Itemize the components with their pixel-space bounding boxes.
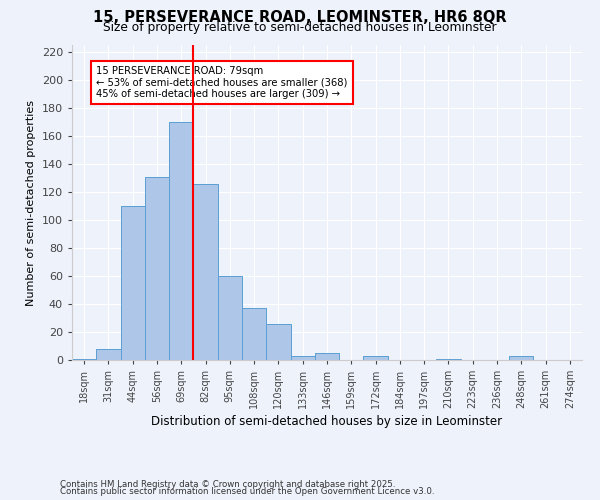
Y-axis label: Number of semi-detached properties: Number of semi-detached properties [26, 100, 36, 306]
Bar [364, 356, 388, 360]
Bar [193, 184, 218, 360]
X-axis label: Distribution of semi-detached houses by size in Leominster: Distribution of semi-detached houses by … [151, 416, 503, 428]
Bar [509, 356, 533, 360]
Bar [315, 353, 339, 360]
Text: Contains public sector information licensed under the Open Government Licence v3: Contains public sector information licen… [60, 487, 434, 496]
Bar [169, 122, 193, 360]
Bar [145, 176, 169, 360]
Bar [242, 308, 266, 360]
Bar [72, 358, 96, 360]
Text: Size of property relative to semi-detached houses in Leominster: Size of property relative to semi-detach… [103, 21, 497, 34]
Bar [218, 276, 242, 360]
Bar [121, 206, 145, 360]
Bar [436, 358, 461, 360]
Bar [266, 324, 290, 360]
Text: 15, PERSEVERANCE ROAD, LEOMINSTER, HR6 8QR: 15, PERSEVERANCE ROAD, LEOMINSTER, HR6 8… [93, 10, 507, 25]
Bar [96, 349, 121, 360]
Bar [290, 356, 315, 360]
Text: 15 PERSEVERANCE ROAD: 79sqm
← 53% of semi-detached houses are smaller (368)
45% : 15 PERSEVERANCE ROAD: 79sqm ← 53% of sem… [96, 66, 347, 99]
Text: Contains HM Land Registry data © Crown copyright and database right 2025.: Contains HM Land Registry data © Crown c… [60, 480, 395, 489]
